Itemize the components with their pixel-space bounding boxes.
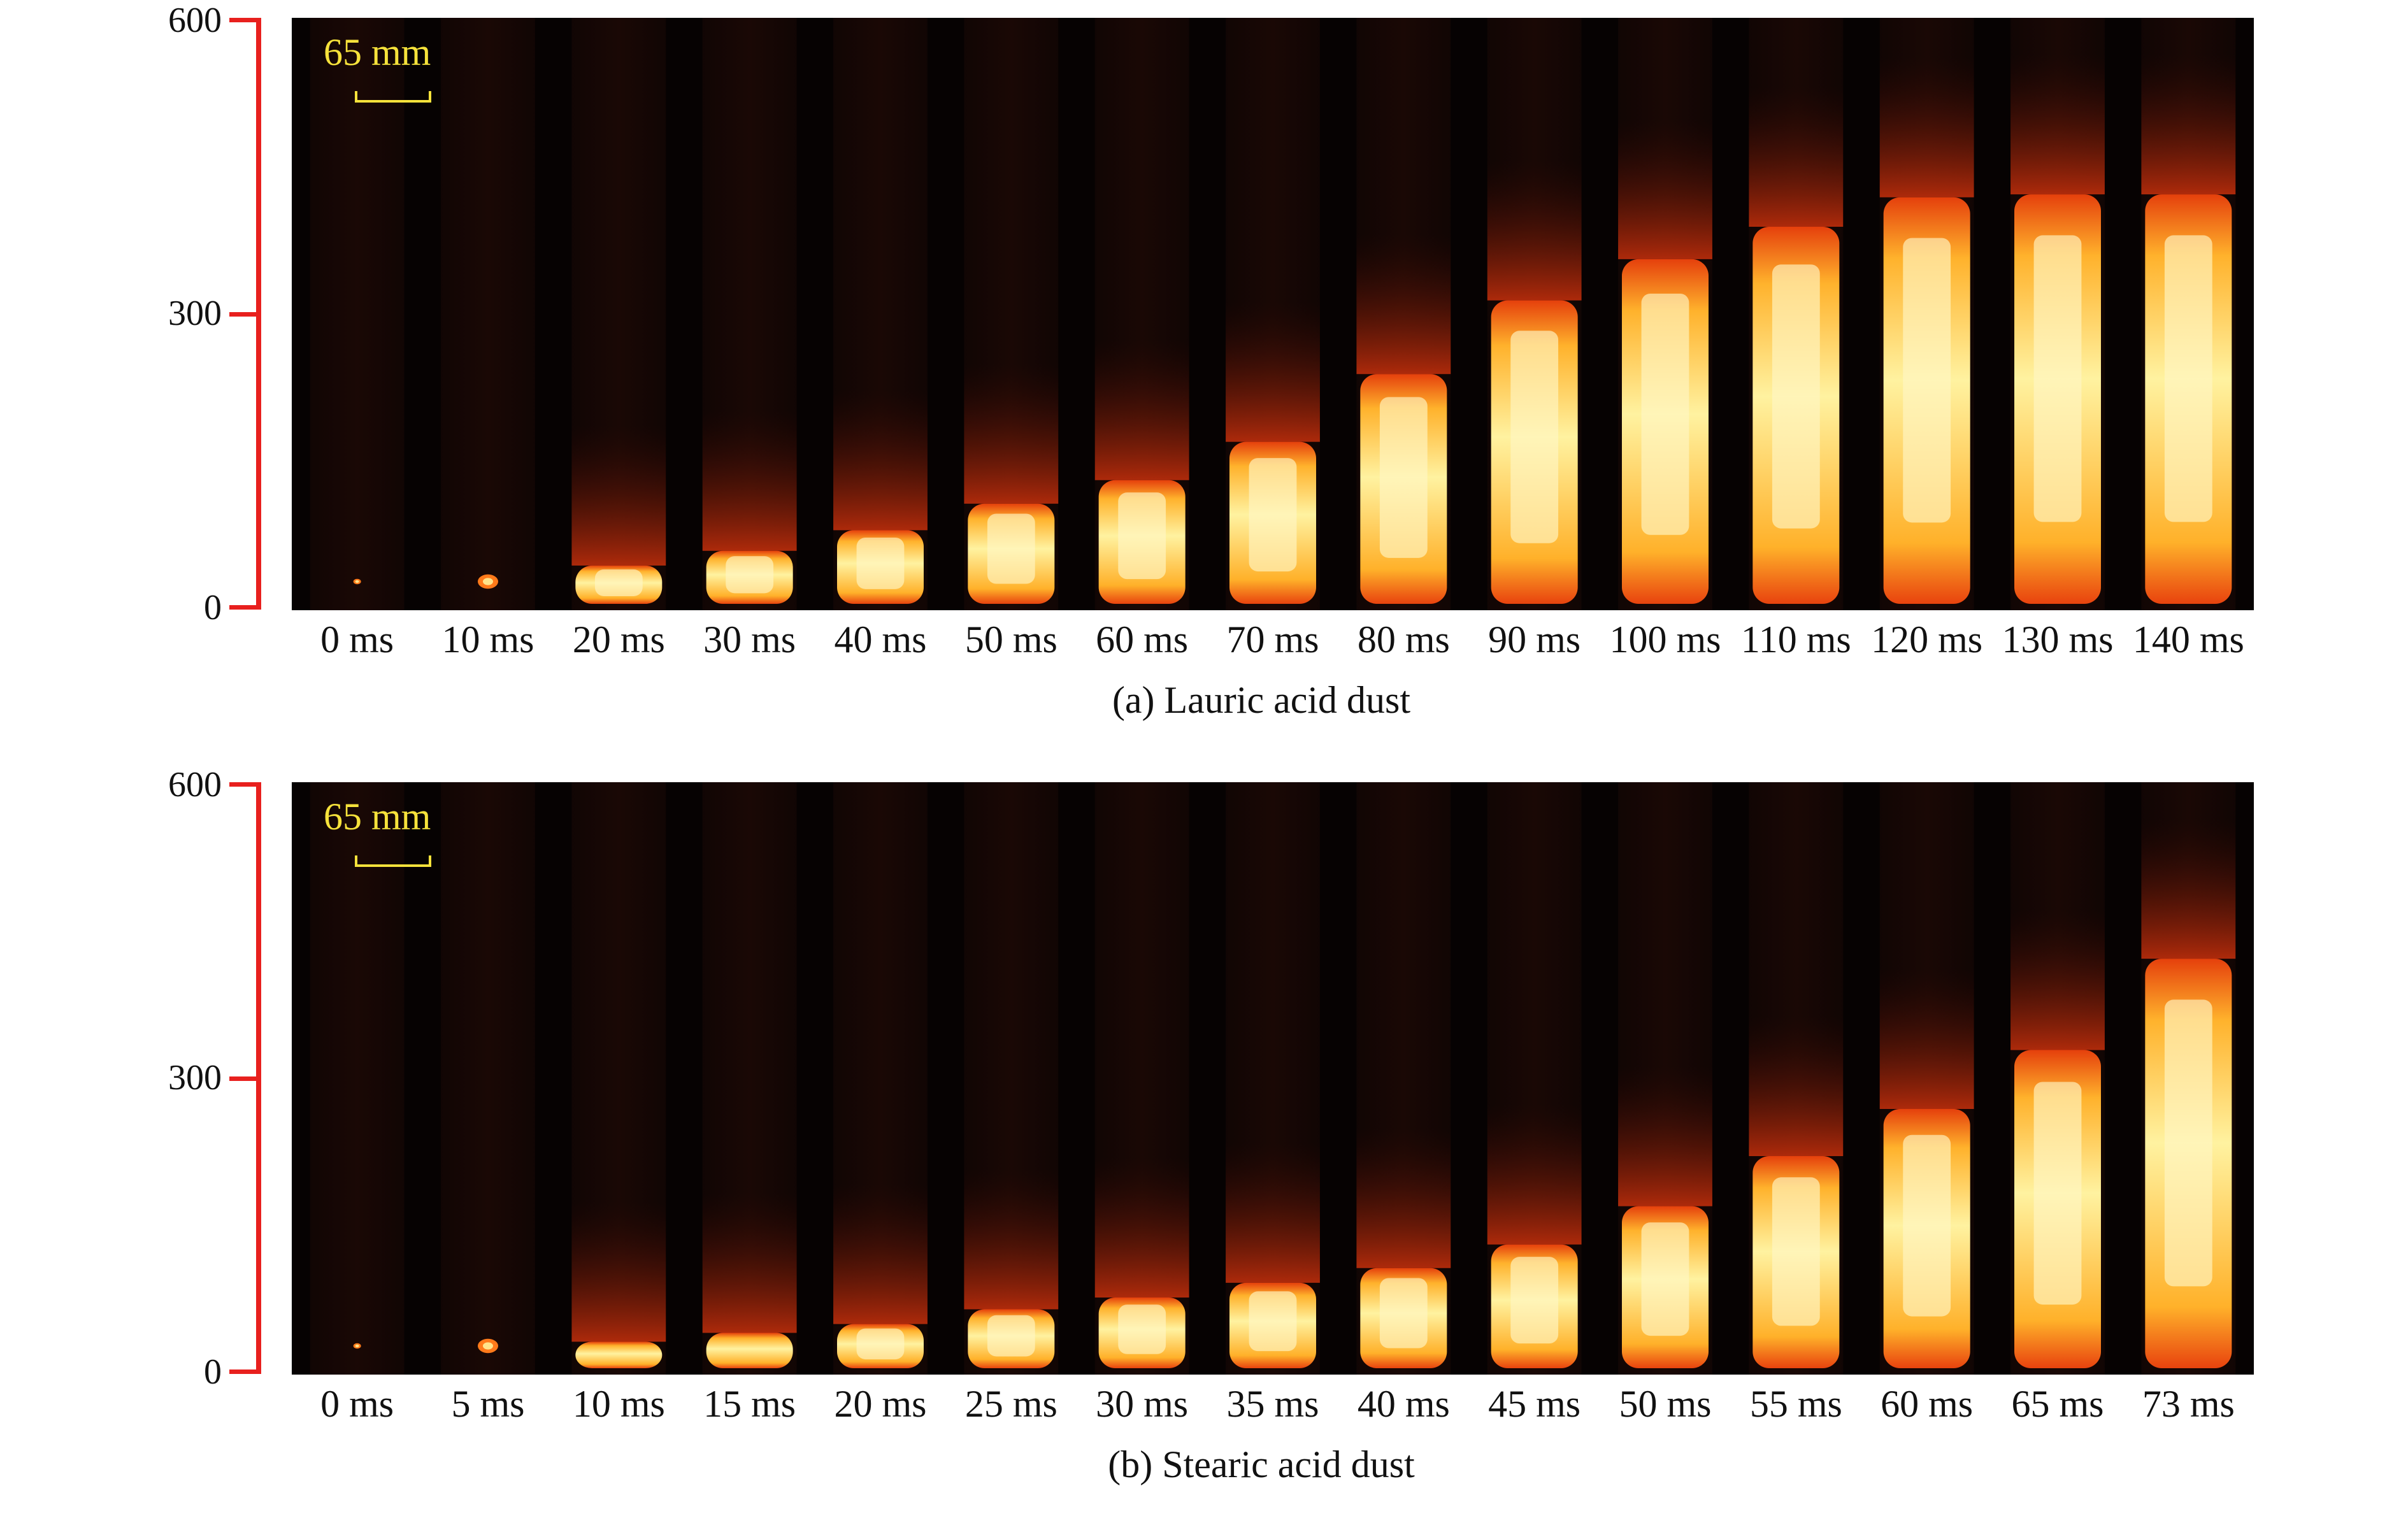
flame-frame-60-ms — [1094, 18, 1189, 610]
time-label: 0 ms — [320, 619, 394, 661]
time-label: 140 ms — [2132, 619, 2244, 661]
flame-frame-25-ms — [964, 782, 1059, 1375]
scale-label: 65 mm — [324, 31, 431, 73]
time-label: 73 ms — [2142, 1383, 2235, 1425]
y-axis-tick-600 — [229, 18, 261, 22]
time-label: 35 ms — [1226, 1383, 1319, 1425]
panel-lauric: 600 300 0 65 mm 0 ms 10 ms 20 ms 30 ms 40 ms… — [0, 0, 2408, 752]
flame-frame-50-ms — [1618, 782, 1712, 1375]
flame-frame-65-ms — [2010, 782, 2105, 1375]
time-label: 50 ms — [1619, 1383, 1712, 1425]
flame-frame-0-ms — [310, 18, 405, 610]
scale-label: 65 mm — [324, 796, 431, 838]
flame-frame-10-ms — [571, 782, 666, 1375]
flame-frame-45-ms — [1487, 782, 1582, 1375]
time-label: 130 ms — [2002, 619, 2114, 661]
flame-frame-20-ms — [571, 18, 666, 610]
flame-frame-100-ms — [1618, 18, 1712, 610]
flame-frame-50-ms — [964, 18, 1059, 610]
time-label: 40 ms — [1357, 1383, 1450, 1425]
flame-frame-0-ms — [310, 782, 405, 1375]
time-label: 60 ms — [1881, 1383, 1974, 1425]
flame-frame-35-ms — [1226, 782, 1320, 1375]
flame-frame-55-ms — [1749, 782, 1844, 1375]
y-axis-tick-300 — [229, 312, 261, 317]
panel-caption: (a) Lauric acid dust — [1112, 679, 1411, 721]
flame-frame-30-ms — [702, 18, 797, 610]
y-axis-tick-0 — [229, 1369, 261, 1374]
scale-bar — [355, 855, 431, 867]
time-label: 45 ms — [1488, 1383, 1581, 1425]
time-label: 30 ms — [703, 619, 796, 661]
time-label: 80 ms — [1357, 619, 1450, 661]
time-label: 55 ms — [1749, 1383, 1842, 1425]
y-axis-tick-300 — [229, 1076, 261, 1081]
flame-frame-70-ms — [1226, 18, 1320, 610]
flame-frames-svg — [310, 782, 2236, 1375]
flame-frame-5-ms — [441, 782, 535, 1375]
time-label: 65 ms — [2011, 1383, 2104, 1425]
flame-frame-40-ms — [833, 18, 928, 610]
y-axis-tick-600 — [229, 782, 261, 787]
time-label: 0 ms — [320, 1383, 394, 1425]
flame-frame-20-ms — [833, 782, 928, 1375]
y-tick-label-600: 600 — [168, 765, 222, 804]
time-label: 90 ms — [1488, 619, 1581, 661]
time-label: 10 ms — [441, 619, 534, 661]
flame-frame-30-ms — [1094, 782, 1189, 1375]
time-label: 10 ms — [572, 1383, 665, 1425]
flame-frame-110-ms — [1749, 18, 1844, 610]
time-label: 40 ms — [834, 619, 927, 661]
flame-frame-40-ms — [1356, 782, 1451, 1375]
scale-bar — [355, 91, 431, 103]
y-tick-label-0: 0 — [204, 1352, 222, 1392]
flame-frame-80-ms — [1356, 18, 1451, 610]
flame-frame-15-ms — [702, 782, 797, 1375]
panel-caption: (b) Stearic acid dust — [1108, 1443, 1415, 1485]
time-label: 70 ms — [1226, 619, 1319, 661]
y-tick-label-600: 600 — [168, 1, 222, 40]
flame-photo-strip — [292, 18, 2254, 610]
time-label: 110 ms — [1740, 619, 1851, 661]
flame-frame-60-ms — [1879, 782, 1974, 1375]
time-label: 30 ms — [1096, 1383, 1189, 1425]
flame-frame-10-ms — [441, 18, 535, 610]
time-label: 60 ms — [1096, 619, 1189, 661]
y-tick-label-300: 300 — [168, 1058, 222, 1098]
panel-stearic: 600 300 0 65 mm 0 ms 5 ms 10 ms 15 ms 20 ms 2… — [0, 764, 2408, 1516]
time-label: 120 ms — [1871, 619, 1983, 661]
flame-frame-130-ms — [2010, 18, 2105, 610]
y-axis-tick-0 — [229, 605, 261, 610]
time-label: 50 ms — [964, 619, 1057, 661]
y-tick-label-300: 300 — [168, 294, 222, 333]
time-label: 15 ms — [703, 1383, 796, 1425]
time-label: 20 ms — [572, 619, 665, 661]
flame-frames-svg — [310, 18, 2236, 610]
flame-frame-140-ms — [2141, 18, 2236, 610]
y-tick-label-0: 0 — [204, 588, 222, 627]
flame-frame-73-ms — [2141, 782, 2236, 1375]
flame-frame-120-ms — [1879, 18, 1974, 610]
time-label: 20 ms — [834, 1383, 927, 1425]
flame-frame-90-ms — [1487, 18, 1582, 610]
time-label: 100 ms — [1609, 619, 1721, 661]
time-label: 25 ms — [964, 1383, 1057, 1425]
flame-photo-strip — [292, 782, 2254, 1375]
time-label: 5 ms — [451, 1383, 525, 1425]
